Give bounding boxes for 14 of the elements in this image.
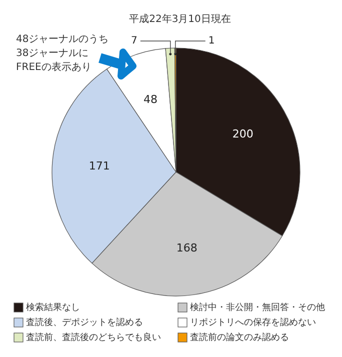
data-label: 168 xyxy=(176,242,198,255)
legend-label: 査読後、デポジットを認める xyxy=(26,317,143,328)
legend-label: 査読前、査読後のどちらでも良い xyxy=(26,332,161,343)
data-label: 7 xyxy=(131,36,138,46)
data-label: 48 xyxy=(144,92,158,106)
data-label: 171 xyxy=(88,160,110,173)
text: 48ジャーナルのうち 38ジャーナルに FREEの表示あり xyxy=(16,34,109,73)
text: 平成22年3月10日現在 xyxy=(129,13,231,25)
data-label: 200 xyxy=(232,128,254,141)
legend-label: 検討中・非公開・無回答・その他 xyxy=(190,302,325,313)
legend-label: リポジトリへの保存を認めない xyxy=(190,317,316,328)
legend-label: 査読前の論文のみ認める xyxy=(190,332,289,343)
legend-label: 検索結果なし xyxy=(26,302,80,313)
data-label: 1 xyxy=(208,36,215,46)
